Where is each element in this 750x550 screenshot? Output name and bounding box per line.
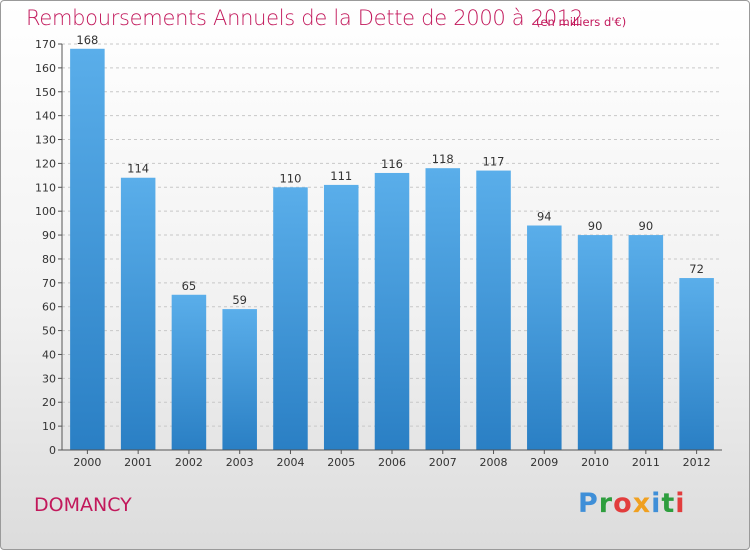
y-tick-label: 110 bbox=[35, 181, 56, 194]
bar-2005 bbox=[323, 184, 359, 450]
x-tick-label-2012: 2012 bbox=[683, 456, 711, 469]
y-tick-label: 150 bbox=[35, 86, 56, 99]
bar-2010 bbox=[577, 235, 613, 450]
y-tick-label: 100 bbox=[35, 205, 56, 218]
value-label-2003: 59 bbox=[232, 293, 247, 307]
value-label-2004: 110 bbox=[279, 171, 301, 185]
y-tick-label: 90 bbox=[42, 229, 56, 242]
x-tick-label-2000: 2000 bbox=[73, 456, 101, 469]
bar-2000 bbox=[70, 48, 105, 451]
x-tick-label-2009: 2009 bbox=[530, 456, 558, 469]
bar-2011 bbox=[628, 235, 664, 450]
bar-2002 bbox=[171, 294, 207, 450]
chart-subtitle: (en milliers d'€) bbox=[536, 15, 627, 29]
value-label-2007: 118 bbox=[432, 152, 454, 166]
y-tick-label: 130 bbox=[35, 134, 56, 147]
y-tick-label: 50 bbox=[42, 325, 56, 338]
y-tick-label: 140 bbox=[35, 110, 56, 123]
y-tick-label: 70 bbox=[42, 277, 56, 290]
chart-title: Remboursements Annuels de la Dette de 20… bbox=[26, 6, 583, 30]
bar-2001 bbox=[120, 177, 156, 450]
logo-letter: i bbox=[651, 488, 662, 519]
x-tick-label-2011: 2011 bbox=[632, 456, 660, 469]
x-tick-label-2010: 2010 bbox=[581, 456, 609, 469]
value-label-2010: 90 bbox=[588, 219, 603, 233]
logo-letter: r bbox=[598, 488, 614, 519]
value-label-2012: 72 bbox=[689, 262, 704, 276]
x-tick-label-2002: 2002 bbox=[175, 456, 203, 469]
x-tick-label-2005: 2005 bbox=[327, 456, 355, 469]
value-label-2005: 111 bbox=[330, 169, 352, 183]
bar-2003 bbox=[222, 309, 257, 450]
x-tick-label-2008: 2008 bbox=[480, 456, 508, 469]
value-label-2011: 90 bbox=[639, 219, 654, 233]
value-label-2001: 114 bbox=[127, 162, 149, 176]
y-tick-label: 10 bbox=[42, 420, 56, 433]
logo-letter: t bbox=[661, 488, 676, 519]
logo-letter: x bbox=[632, 488, 652, 519]
bar-2012 bbox=[679, 278, 714, 450]
proxiti-logo: Proxiti bbox=[578, 488, 686, 519]
x-tick-label-2001: 2001 bbox=[124, 456, 152, 469]
value-label-2000: 168 bbox=[76, 33, 98, 47]
x-tick-label-2004: 2004 bbox=[276, 456, 304, 469]
y-tick-label: 170 bbox=[35, 38, 56, 51]
bar-2008 bbox=[476, 170, 511, 450]
commune-name: DOMANCY bbox=[34, 494, 132, 516]
logo-letter: i bbox=[675, 488, 686, 519]
y-tick-label: 40 bbox=[42, 348, 56, 361]
value-label-2009: 94 bbox=[537, 210, 552, 224]
bar-2004 bbox=[273, 187, 308, 450]
logo-letter: P bbox=[578, 488, 599, 519]
x-tick-label-2006: 2006 bbox=[378, 456, 406, 469]
y-tick-label: 60 bbox=[42, 301, 56, 314]
value-label-2006: 116 bbox=[381, 157, 403, 171]
y-tick-label: 160 bbox=[35, 62, 56, 75]
y-tick-label: 30 bbox=[42, 372, 56, 385]
bar-2006 bbox=[374, 172, 410, 450]
bar-2009 bbox=[527, 225, 562, 450]
logo-letter: o bbox=[613, 488, 633, 519]
value-label-2002: 65 bbox=[182, 279, 197, 293]
x-tick-label-2003: 2003 bbox=[226, 456, 254, 469]
value-label-2008: 117 bbox=[483, 155, 505, 169]
y-tick-label: 80 bbox=[42, 253, 56, 266]
y-tick-label: 0 bbox=[49, 444, 56, 457]
y-tick-label: 20 bbox=[42, 396, 56, 409]
x-tick-label-2007: 2007 bbox=[429, 456, 457, 469]
y-tick-label: 120 bbox=[35, 157, 56, 170]
bar-2007 bbox=[425, 168, 461, 450]
